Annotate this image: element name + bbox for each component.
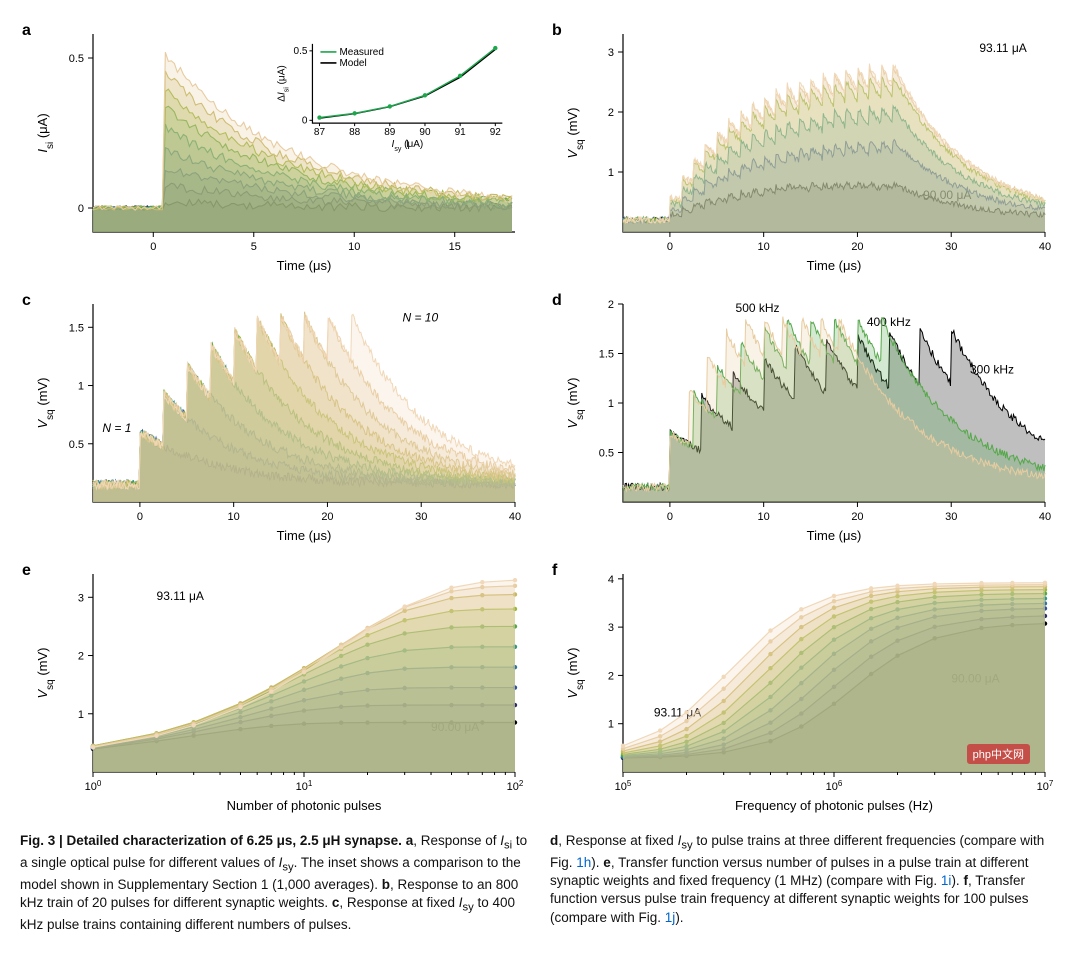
svg-text:N = 10: N = 10 [402,310,438,324]
figure-panels-grid: a 05101500.5Time (μs)Isi (μA)87888990919… [20,20,1060,820]
svg-text:1: 1 [78,381,84,393]
svg-text:Time (μs): Time (μs) [807,528,862,543]
svg-text:0: 0 [78,203,84,215]
svg-text:87: 87 [314,127,326,138]
chart-f: 105 106 107 1 2 3 4 Frequency of photonic pulse… [550,560,1060,820]
panel-a: a 0 5 10 15 0 0.5 Time (μs) Isi (μA) 87 88 89 90 91 9… [20,20,530,280]
svg-text:Time (μs): Time (μs) [807,258,862,273]
svg-text:5: 5 [251,241,257,253]
svg-text:40: 40 [509,511,521,523]
svg-text:10: 10 [348,241,360,253]
svg-text:30: 30 [945,511,957,523]
panel-b: b 010203040123Time (μs)Vsq (mV)93.11 μA9… [550,20,1060,280]
svg-text:N = 1: N = 1 [102,421,131,435]
chart-e: 100 101 102 1 2 3 Number of photonic pulses Vsq… [20,560,530,820]
svg-text:Isi (μA): Isi (μA) [35,113,56,152]
svg-text:93.11 μA: 93.11 μA [157,589,204,603]
panel-e: e 100 101 102 1 2 3 Number of photonic pulses V… [20,560,530,820]
svg-text:88: 88 [349,127,361,138]
svg-text:4: 4 [608,574,614,586]
svg-text:Frequency of photonic pulses (: Frequency of photonic pulses (Hz) [735,798,933,813]
svg-text:107: 107 [1037,779,1054,794]
svg-text:91: 91 [455,127,467,138]
caption-right: d, Response at fixed Isy to pulse trains… [550,832,1060,934]
svg-text:93.11 μA: 93.11 μA [979,41,1026,55]
svg-text:106: 106 [826,779,843,794]
panel-label-d: d [552,292,562,310]
svg-text:Time (μs): Time (μs) [277,258,332,273]
svg-text:40: 40 [1039,511,1051,523]
svg-text:102: 102 [507,779,524,794]
svg-text:20: 20 [321,511,333,523]
svg-text:101: 101 [296,779,313,794]
svg-text:2: 2 [78,651,84,663]
svg-text:10: 10 [228,511,240,523]
svg-text:2: 2 [608,299,614,311]
svg-text:1: 1 [78,709,84,721]
svg-text:20: 20 [851,511,863,523]
svg-text:15: 15 [449,241,461,253]
panel-label-e: e [22,562,31,580]
svg-text:Vsq (mV): Vsq (mV) [35,377,56,428]
svg-text:105: 105 [615,779,632,794]
svg-text:30: 30 [945,241,957,253]
svg-text:0.5: 0.5 [599,448,614,460]
svg-text:Vsq (mV): Vsq (mV) [565,647,586,698]
svg-text:0.5: 0.5 [69,53,84,65]
svg-text:0: 0 [137,511,143,523]
svg-text:3: 3 [78,592,84,604]
svg-text:40: 40 [1039,241,1051,253]
svg-text:10: 10 [758,511,770,523]
watermark-badge: php中文网 [967,744,1030,764]
svg-text:400 kHz: 400 kHz [867,315,911,329]
svg-text:Time (μs): Time (μs) [277,528,332,543]
panel-label-a: a [22,22,31,40]
chart-c: 0 10 20 30 40 0.5 1 1.5 Time (μs) Vsq (mV) N = 1 N … [20,290,530,550]
svg-text:2: 2 [608,107,614,119]
svg-text:Isy (μA): Isy (μA) [392,139,424,153]
svg-text:1: 1 [608,398,614,410]
chart-a: 0 5 10 15 0 0.5 Time (μs) Isi (μA) 87 88 89 90 91 92 0… [20,20,530,280]
chart-d: 0 10 20 30 40 0.5 1 1.5 2 Time (μs) Vsq (mV) 500 kH… [550,290,1060,550]
svg-text:100: 100 [85,779,102,794]
panel-c: c 0 10 20 30 40 0.5 1 1.5 Time (μs) Vsq (mV) N = 1… [20,290,530,550]
svg-text:0: 0 [302,115,308,126]
svg-text:3: 3 [608,622,614,634]
svg-text:0: 0 [667,241,673,253]
svg-text:89: 89 [384,127,396,138]
svg-text:30: 30 [415,511,427,523]
svg-text:1: 1 [608,719,614,731]
svg-text:1: 1 [608,167,614,179]
svg-text:Vsq (mV): Vsq (mV) [565,377,586,428]
svg-text:1.5: 1.5 [599,349,614,361]
panel-d: d 0 10 20 30 40 0.5 1 1.5 2 Time (μs) Vsq (mV) 500 … [550,290,1060,550]
svg-text:20: 20 [851,241,863,253]
panel-label-c: c [22,292,31,310]
svg-text:92: 92 [490,127,502,138]
panel-label-f: f [552,562,557,580]
figure-caption: Fig. 3 | Detailed characterization of 6.… [20,832,1060,934]
svg-text:90: 90 [419,127,431,138]
svg-text:1.5: 1.5 [69,322,84,334]
svg-text:3: 3 [608,47,614,59]
panel-label-b: b [552,22,562,40]
chart-b: 010203040123Time (μs)Vsq (mV)93.11 μA90.… [550,20,1060,280]
svg-text:0: 0 [150,241,156,253]
svg-text:0.5: 0.5 [294,46,308,57]
svg-text:ΔIsi (μA): ΔIsi (μA) [276,65,290,101]
svg-text:10: 10 [758,241,770,253]
svg-text:Vsq (mV): Vsq (mV) [565,107,586,158]
panel-f: f 105 106 107 1 2 3 4 Frequency of photonic pul… [550,560,1060,820]
svg-text:Model: Model [339,58,366,69]
svg-text:2: 2 [608,670,614,682]
svg-text:Measured: Measured [339,47,383,58]
svg-text:0.5: 0.5 [69,439,84,451]
svg-text:500 kHz: 500 kHz [736,301,780,315]
svg-text:Number of photonic pulses: Number of photonic pulses [227,798,382,813]
caption-left: Fig. 3 | Detailed characterization of 6.… [20,832,530,934]
svg-text:Vsq (mV): Vsq (mV) [35,647,56,698]
svg-text:0: 0 [667,511,673,523]
